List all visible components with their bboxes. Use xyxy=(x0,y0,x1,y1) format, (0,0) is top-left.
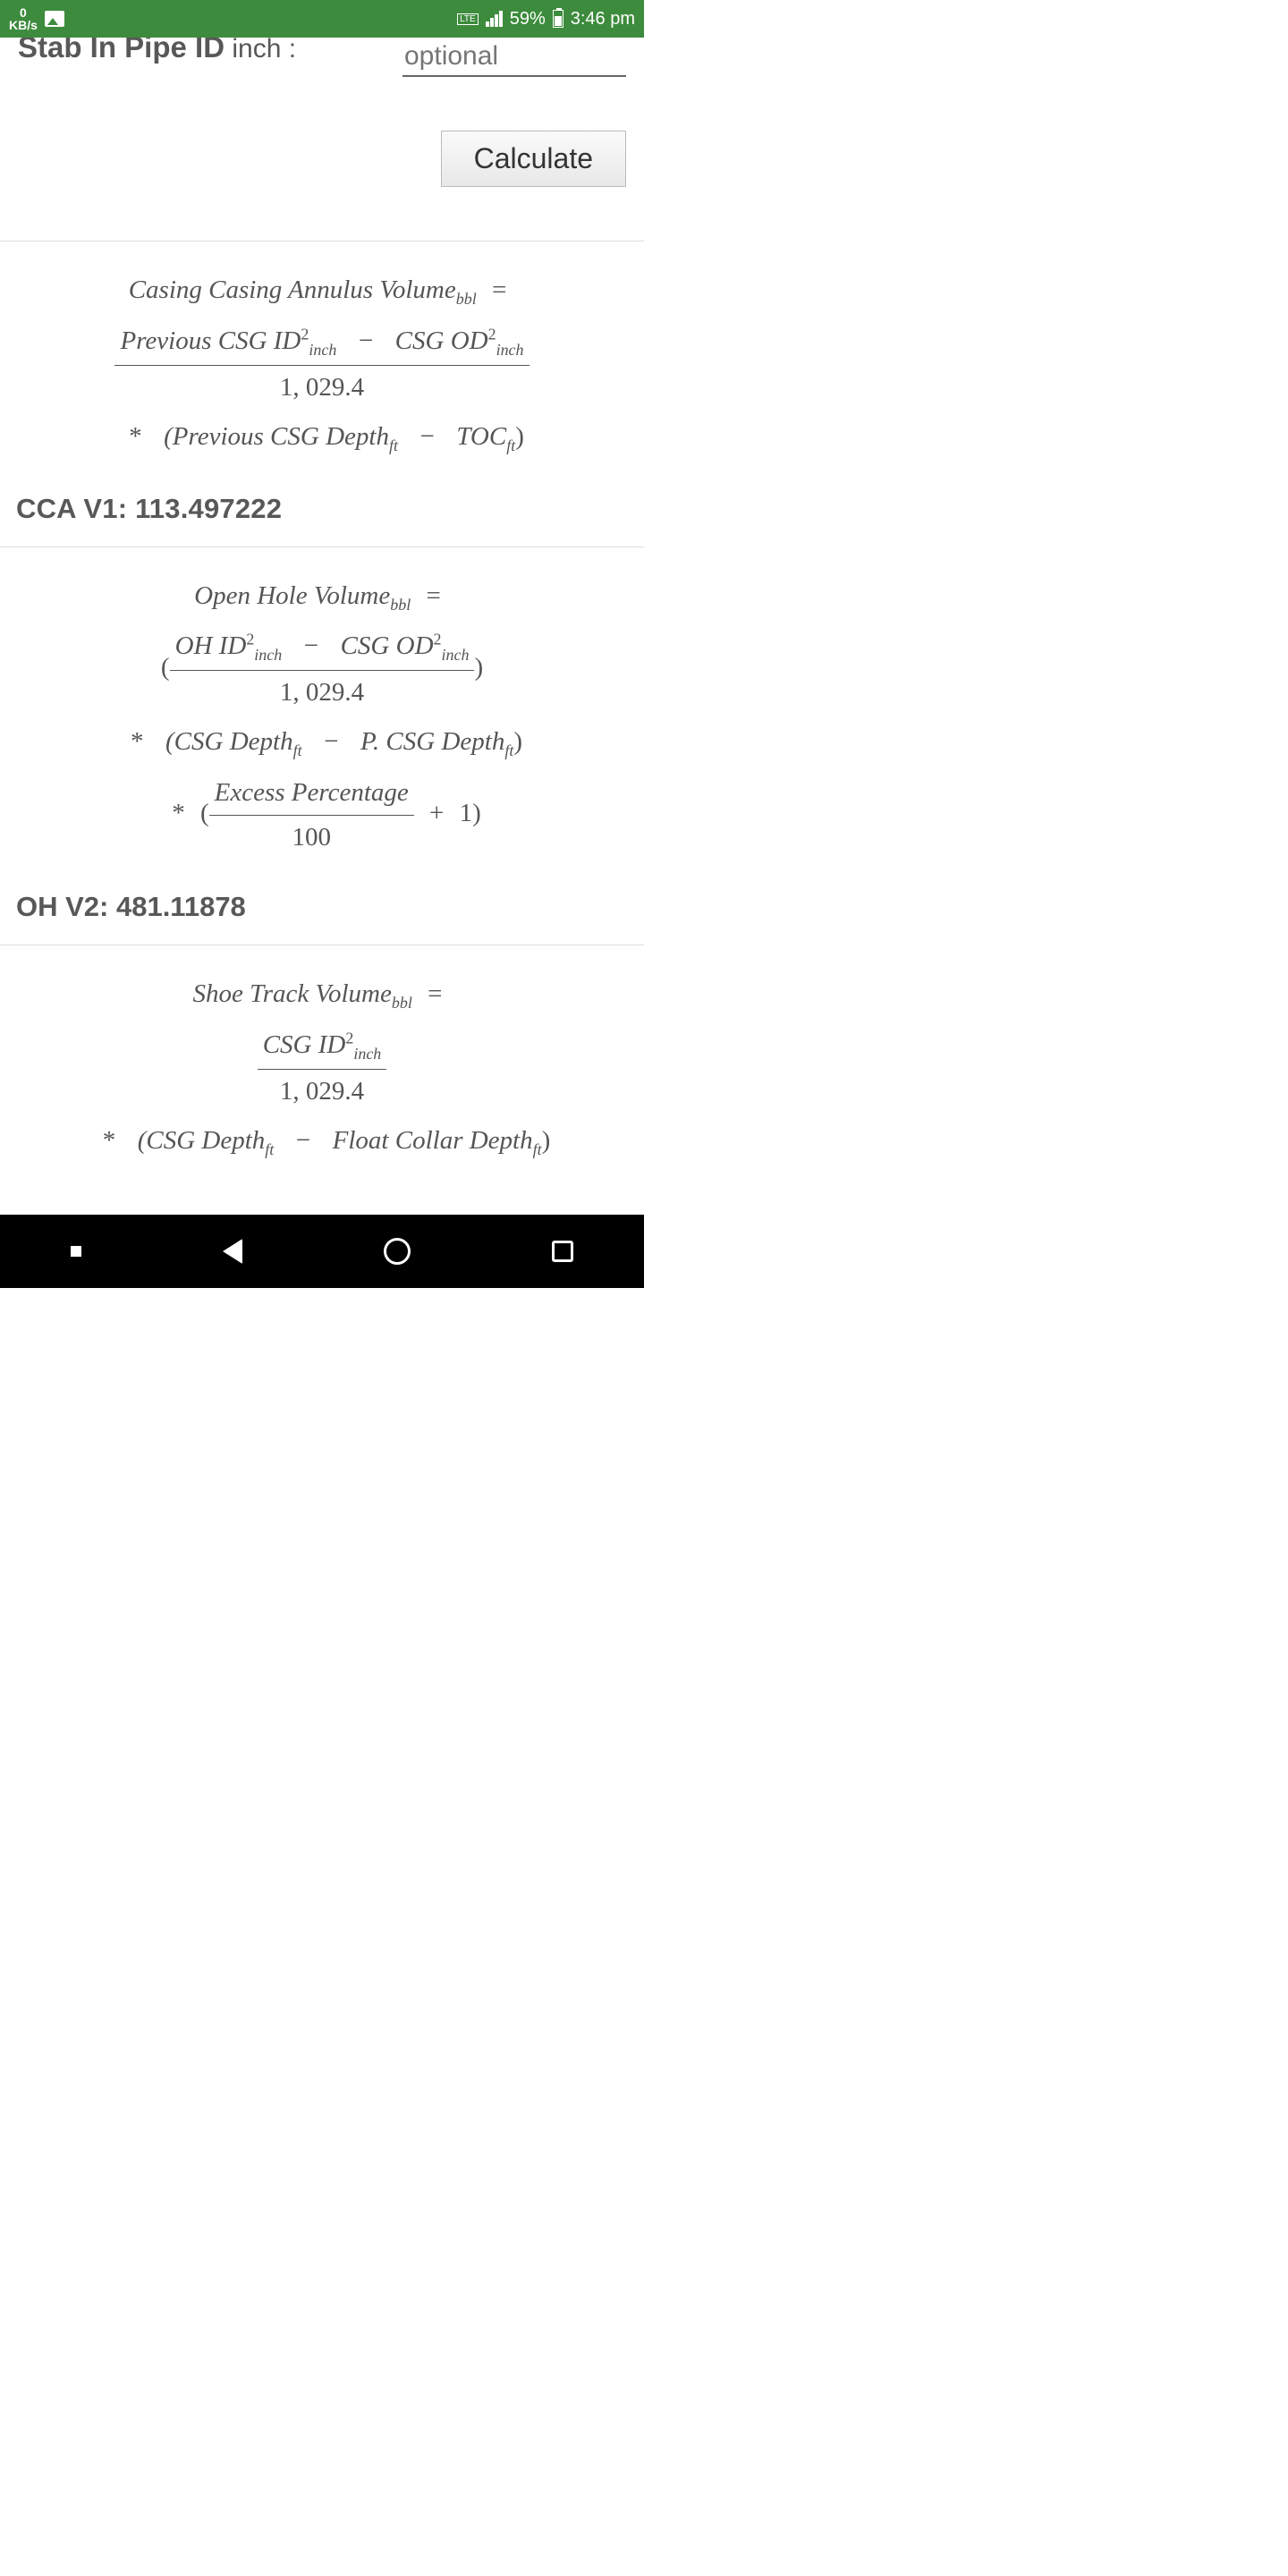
cca-depth-a: (Previous CSG Depth xyxy=(164,422,389,451)
cca-den: 1, 029.4 xyxy=(114,366,529,406)
picture-icon xyxy=(45,11,64,27)
oh-excess-den: 100 xyxy=(209,816,414,856)
shoe-depth-b: Float Collar Depth xyxy=(333,1126,533,1155)
calculate-button[interactable]: Calculate xyxy=(441,131,626,187)
battery-percent: 59% xyxy=(510,9,546,30)
shoe-depth-a: (CSG Depth xyxy=(138,1126,266,1155)
cca-toc: TOC xyxy=(456,422,506,451)
input-row: Stab In Pipe ID inch : xyxy=(0,38,644,88)
oh-formula: Open Hole Volumebbl = ( OH ID2inch − CSG… xyxy=(0,547,644,876)
cca-title: Casing Casing Annulus Volume xyxy=(129,275,456,304)
clock: 3:46 pm xyxy=(571,9,635,30)
oh-num-b: CSG OD xyxy=(341,631,434,660)
stab-label-text: Stab In Pipe ID xyxy=(18,38,225,64)
oh-depth-b: P. CSG Depth xyxy=(360,727,504,756)
lte-icon: LTE xyxy=(457,13,479,25)
nav-dot-icon[interactable] xyxy=(71,1246,81,1257)
screen: 0 KB/s LTE 59% 3:46 pm Stab In Pipe ID i… xyxy=(0,0,644,1288)
nav-back-icon[interactable] xyxy=(223,1239,242,1264)
cca-formula: Casing Casing Annulus Volumebbl = Previo… xyxy=(0,242,644,477)
cca-num-b: CSG OD xyxy=(395,326,488,355)
oh-num-a: OH ID xyxy=(175,631,247,660)
stab-in-pipe-input[interactable] xyxy=(402,38,626,77)
oh-result: OH V2: 481.11878 xyxy=(0,875,644,945)
content: Stab In Pipe ID inch : Calculate Casing … xyxy=(0,38,644,1215)
oh-title: Open Hole Volume xyxy=(194,581,390,610)
shoe-num-a: CSG ID xyxy=(263,1030,346,1059)
oh-den: 1, 029.4 xyxy=(170,671,475,711)
cca-num-a: Previous CSG ID xyxy=(120,326,301,355)
shoe-title: Shoe Track Volume xyxy=(193,979,392,1008)
cca-result: CCA V1: 113.497222 xyxy=(0,477,644,547)
kbs-unit: KB/s xyxy=(9,19,38,31)
status-bar: 0 KB/s LTE 59% 3:46 pm xyxy=(0,0,644,38)
stab-in-pipe-label: Stab In Pipe ID inch : xyxy=(18,38,296,64)
cca-title-sub: bbl xyxy=(456,290,477,308)
nav-recent-icon[interactable] xyxy=(552,1241,573,1262)
oh-excess: Excess Percentage xyxy=(209,775,414,816)
shoe-den: 1, 029.4 xyxy=(258,1070,387,1110)
network-speed: 0 KB/s xyxy=(9,6,38,31)
signal-icon xyxy=(486,11,503,27)
nav-home-icon[interactable] xyxy=(384,1238,411,1265)
kbs-value: 0 xyxy=(20,6,27,19)
nav-bar xyxy=(0,1215,644,1288)
shoe-formula: Shoe Track Volumebbl = CSG ID2inch 1, 02… xyxy=(0,945,644,1181)
oh-depth-a: (CSG Depth xyxy=(165,727,293,756)
battery-icon xyxy=(553,10,564,28)
stab-unit: inch : xyxy=(225,38,296,64)
